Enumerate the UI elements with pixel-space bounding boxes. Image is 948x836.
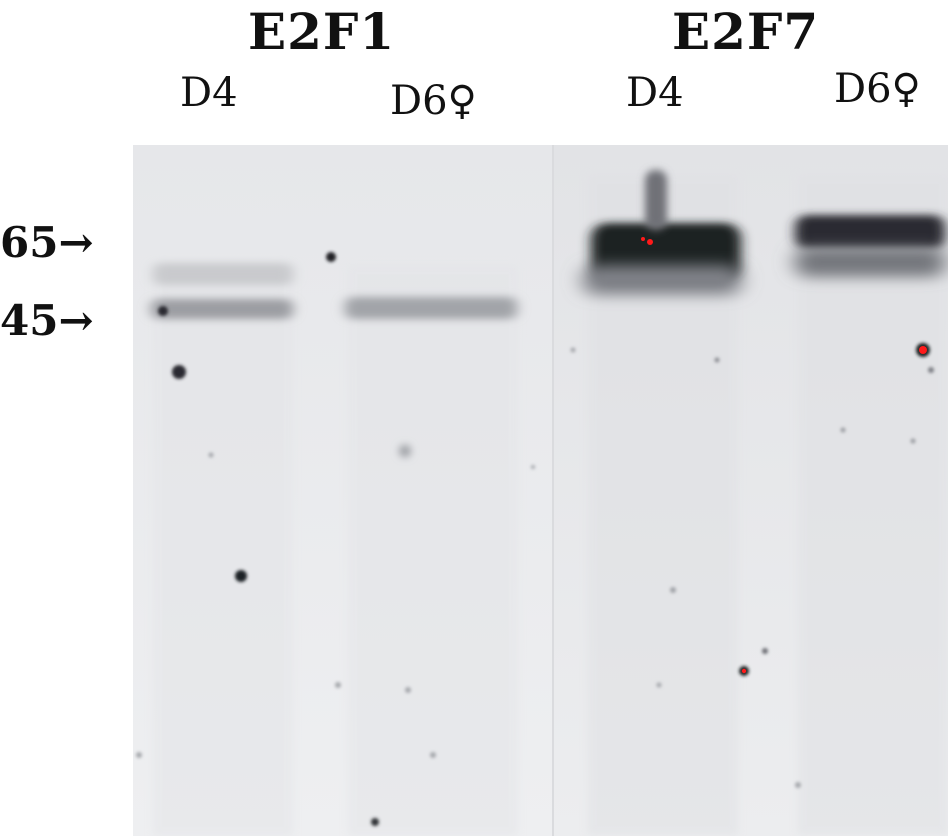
marker-45: 45→: [0, 296, 94, 345]
western-blot-image: [133, 145, 948, 836]
lane-label-e2f1-d4: D4: [180, 70, 238, 116]
group-title-e2f7: E2F7: [672, 2, 820, 61]
specks: [136, 252, 934, 826]
band-e2f7-d4: [583, 170, 741, 295]
band-e2f7-d6: [795, 215, 945, 277]
marker-65: 65→: [0, 218, 94, 267]
group-title-e2f1: E2F1: [248, 2, 396, 61]
lane-label-e2f1-d6: D6♀: [390, 78, 477, 124]
band-e2f1-d4: [151, 263, 293, 319]
band-e2f1-d6: [345, 297, 517, 319]
lane-label-e2f7-d6: D6♀: [834, 66, 921, 112]
lane-label-e2f7-d4: D4: [626, 70, 684, 116]
